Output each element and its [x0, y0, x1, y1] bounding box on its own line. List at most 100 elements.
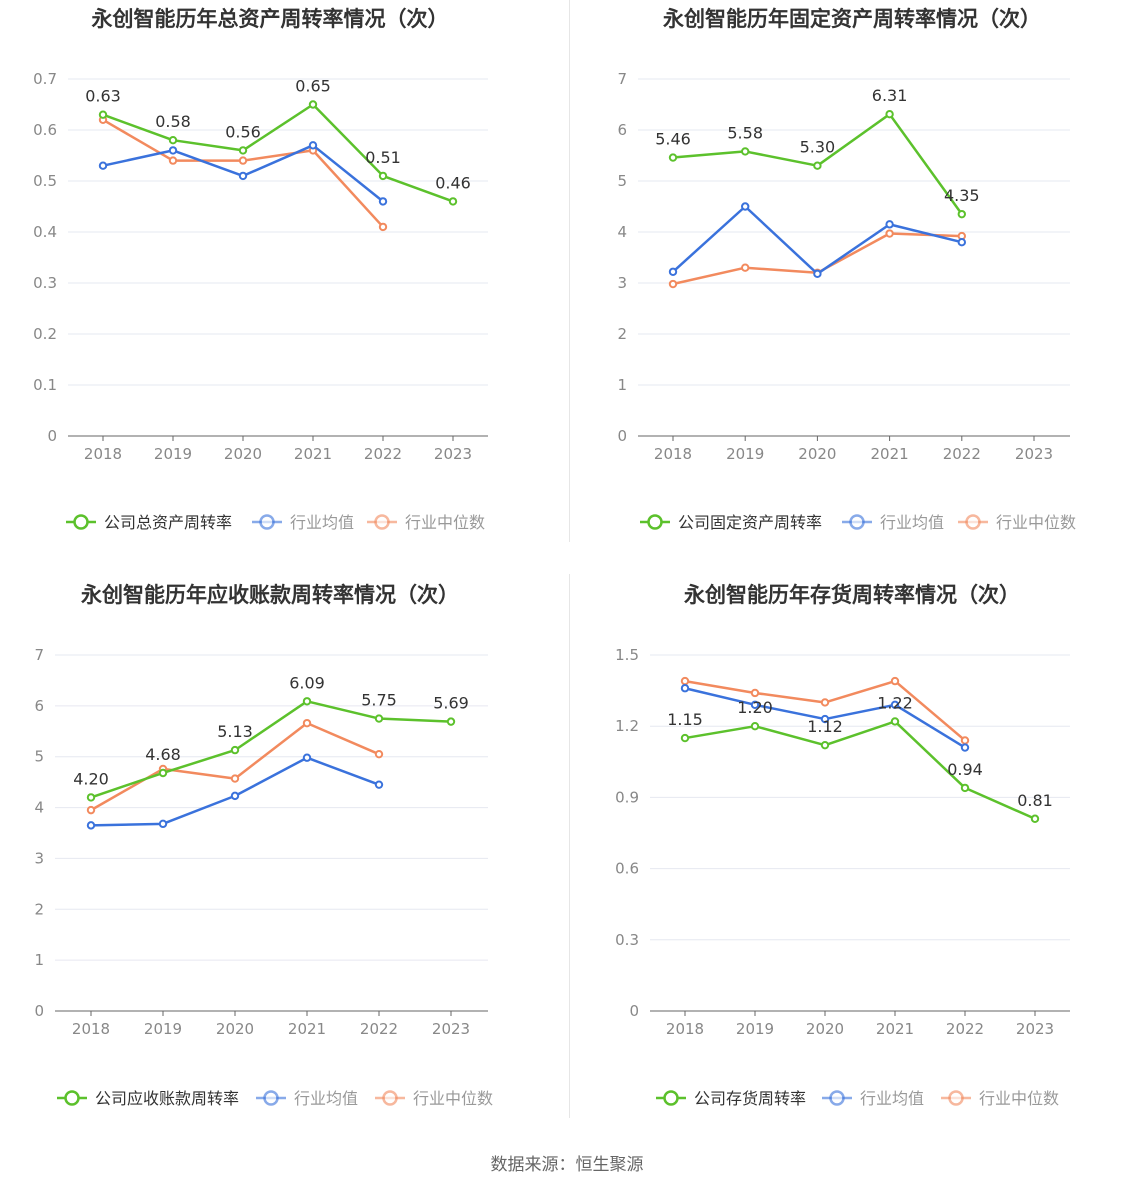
legend-marker-company	[64, 1090, 80, 1106]
data-label: 5.46	[655, 130, 691, 149]
data-point-company	[820, 740, 830, 750]
legend-label: 行业中位数	[413, 1089, 493, 1108]
y-tick-label: 5	[34, 748, 44, 766]
y-tick-label: 1	[34, 951, 44, 969]
data-point-company	[230, 745, 240, 755]
x-tick-label: 2018	[666, 1020, 704, 1038]
legend-label: 行业中位数	[405, 513, 485, 532]
x-tick-label: 2018	[72, 1020, 110, 1038]
data-point-company	[890, 717, 900, 726]
y-tick-label: 0.6	[615, 860, 639, 878]
x-tick-label: 2020	[216, 1020, 254, 1038]
legend-marker-median	[374, 514, 390, 530]
data-point-company	[1030, 814, 1040, 823]
panel-divider-bottom	[569, 574, 570, 1118]
data-label: 5.30	[800, 138, 836, 157]
legend-marker-avg	[849, 514, 865, 530]
y-tick-label: 3	[617, 274, 627, 292]
data-point-avg	[378, 197, 388, 206]
x-tick-label: 2023	[432, 1020, 470, 1038]
y-tick-label: 0.3	[615, 931, 639, 949]
y-tick-label: 4	[617, 223, 627, 241]
data-point-median	[230, 774, 240, 783]
data-point-median	[890, 676, 900, 686]
legend-label: 行业中位数	[996, 513, 1076, 532]
data-label: 6.31	[872, 86, 908, 105]
x-tick-label: 2018	[84, 445, 122, 463]
data-label: 0.51	[365, 148, 401, 167]
chart-title: 永创智能历年固定资产周转率情况（次）	[662, 7, 1041, 31]
data-point-company	[308, 100, 318, 109]
data-point-avg	[680, 684, 690, 693]
data-point-company	[302, 697, 312, 706]
x-tick-label: 2023	[1016, 1020, 1054, 1038]
chart-title: 永创智能历年总资产周转率情况（次）	[91, 7, 449, 31]
y-tick-label: 2	[34, 900, 44, 918]
legend-label: 行业均值	[290, 513, 354, 532]
data-point-median	[168, 156, 178, 165]
data-point-avg	[374, 780, 384, 789]
y-tick-label: 7	[617, 70, 627, 88]
data-point-avg	[750, 700, 760, 710]
x-tick-label: 2023	[1015, 445, 1053, 463]
x-tick-label: 2022	[943, 445, 981, 463]
x-tick-label: 2022	[946, 1020, 984, 1038]
y-tick-label: 0	[617, 427, 627, 445]
legend-label: 行业均值	[860, 1089, 924, 1108]
legend-marker-company	[663, 1090, 679, 1106]
x-tick-label: 2019	[144, 1020, 182, 1038]
data-point-company	[957, 209, 966, 219]
data-point-company	[813, 161, 822, 170]
y-tick-label: 0.3	[33, 274, 57, 292]
y-tick-label: 3	[34, 849, 44, 867]
data-source-note: 数据来源：恒生聚源	[490, 1155, 644, 1175]
data-point-median	[378, 222, 388, 232]
data-point-avg	[890, 700, 900, 710]
data-label: 5.58	[727, 123, 763, 142]
data-label: 4.20	[73, 769, 109, 788]
legend-marker-company	[647, 514, 663, 530]
data-point-avg	[957, 238, 966, 247]
legend-marker-median	[382, 1090, 398, 1106]
x-tick-label: 2022	[360, 1020, 398, 1038]
data-label: 5.75	[361, 691, 397, 710]
y-tick-label: 1.2	[615, 717, 639, 735]
x-tick-label: 2021	[294, 445, 332, 463]
data-point-median	[668, 279, 678, 289]
data-point-median	[885, 229, 894, 238]
data-label: 6.09	[289, 673, 325, 692]
series-line-avg	[672, 205, 963, 276]
legend-label: 行业均值	[294, 1089, 358, 1108]
y-tick-label: 1.5	[615, 646, 639, 664]
y-tick-label: 0.2	[33, 325, 57, 343]
legend-marker-avg	[829, 1090, 845, 1106]
data-point-median	[741, 263, 750, 272]
data-point-company	[448, 197, 458, 206]
x-tick-label: 2023	[434, 445, 472, 463]
data-label: 1.22	[877, 693, 913, 712]
legend-label: 公司应收账款周转率	[95, 1089, 239, 1108]
data-label: 1.20	[737, 698, 773, 717]
y-tick-label: 5	[617, 172, 627, 190]
data-label: 5.13	[217, 722, 253, 741]
data-point-company	[750, 722, 760, 731]
y-tick-label: 6	[34, 697, 44, 715]
data-point-company	[374, 714, 384, 723]
series-line-company	[90, 700, 452, 799]
data-point-company	[668, 153, 678, 162]
data-point-avg	[158, 819, 168, 829]
y-tick-label: 4	[34, 799, 44, 817]
y-tick-label: 6	[617, 121, 627, 139]
data-point-avg	[168, 146, 178, 155]
data-point-company	[158, 768, 168, 778]
y-tick-label: 0.4	[33, 223, 57, 241]
data-point-median	[374, 749, 384, 759]
series-line-company	[684, 720, 1036, 820]
data-point-median	[86, 805, 96, 815]
y-tick-label: 0.5	[33, 172, 57, 190]
y-tick-label: 0.7	[33, 70, 57, 88]
data-label: 4.68	[145, 745, 181, 764]
x-tick-label: 2020	[798, 445, 836, 463]
data-point-company	[446, 717, 456, 726]
